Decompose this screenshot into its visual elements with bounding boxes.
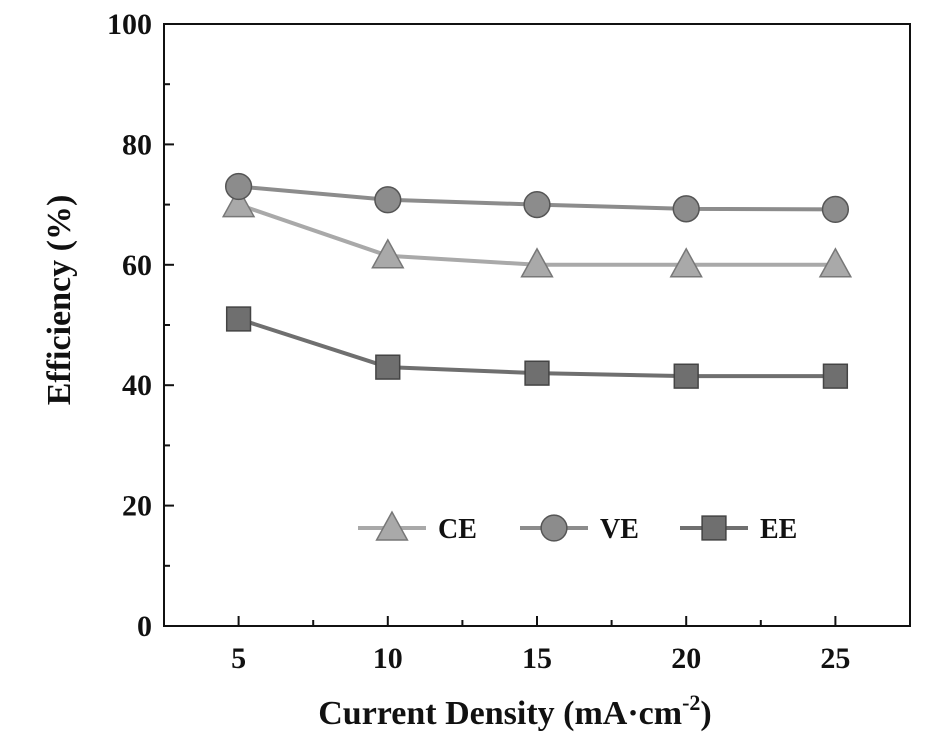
y-axis-title: Efficiency (%) xyxy=(41,195,78,406)
legend-marker-ve xyxy=(540,514,568,542)
data-point-ce xyxy=(669,247,703,278)
data-point-ce xyxy=(371,238,405,269)
y-tick-label: 100 xyxy=(107,8,152,41)
data-point-ee xyxy=(375,354,401,380)
x-tick-label: 25 xyxy=(820,642,850,675)
x-tick-label: 20 xyxy=(671,642,701,675)
y-tick-label: 0 xyxy=(137,610,152,643)
series-ve xyxy=(224,172,850,224)
legend-item-ve: VE xyxy=(520,514,639,545)
y-tick-label: 60 xyxy=(122,249,152,282)
data-point-ve xyxy=(672,195,700,223)
data-point-ce xyxy=(221,187,256,218)
x-axis-title-close: ) xyxy=(700,695,711,732)
y-tick-label: 20 xyxy=(122,490,152,523)
series-ce xyxy=(221,187,853,278)
series-layer xyxy=(221,172,853,389)
legend-item-ee: EE xyxy=(680,514,797,545)
data-point-ve xyxy=(523,190,551,219)
data-point-ce xyxy=(520,247,554,278)
legend-item-ce: CE xyxy=(358,510,477,545)
legend-label-ee: EE xyxy=(760,514,797,545)
plot-area xyxy=(163,23,911,627)
legend-label-ve: VE xyxy=(600,514,639,545)
series-ee xyxy=(225,306,849,389)
x-axis-title: Current Density (mA·cm-2) xyxy=(318,690,712,732)
data-point-ee xyxy=(822,363,849,389)
data-point-ee xyxy=(524,360,550,386)
data-point-ve xyxy=(821,195,850,224)
data-point-ve xyxy=(374,186,402,214)
x-axis-title-main: Current Density (mA·cm xyxy=(318,695,682,732)
x-tick-label: 15 xyxy=(522,642,552,675)
legend-label-ce: CE xyxy=(438,514,477,545)
x-tick-label: 5 xyxy=(231,642,246,675)
data-point-ee xyxy=(225,306,252,332)
legend-marker-ce xyxy=(375,510,409,541)
legend: CE VE EE xyxy=(358,510,797,545)
x-tick-label: 10 xyxy=(373,642,403,675)
x-axis-title-superscript: -2 xyxy=(682,690,700,715)
y-tick-label: 40 xyxy=(122,369,152,402)
x-axis: 5 10 15 20 25 xyxy=(163,616,911,675)
data-point-ce xyxy=(818,247,853,278)
legend-marker-ee xyxy=(701,515,727,541)
data-point-ve xyxy=(224,172,253,201)
data-point-ee xyxy=(673,363,699,389)
y-axis: 0 20 40 60 80 100 xyxy=(107,8,174,643)
y-tick-label: 80 xyxy=(122,128,152,161)
